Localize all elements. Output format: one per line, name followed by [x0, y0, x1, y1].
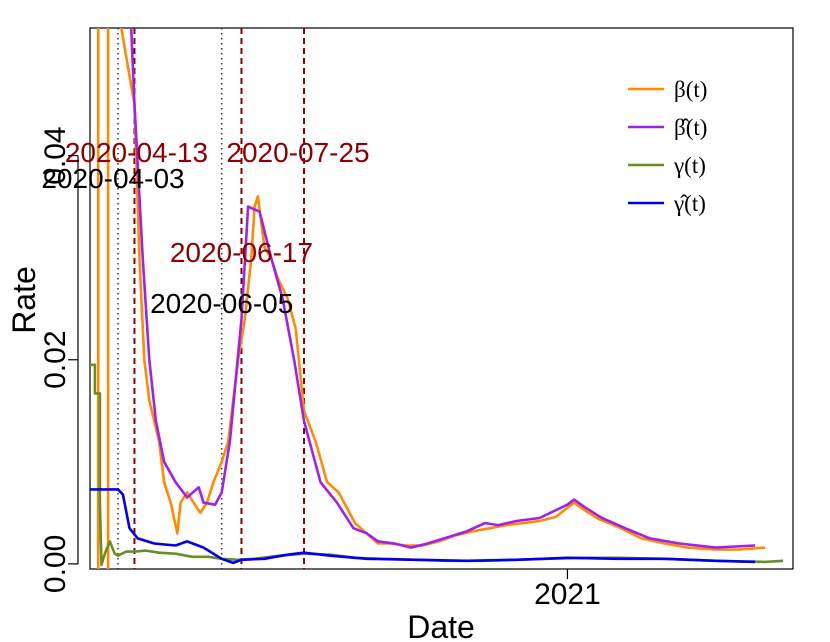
series-line-4 — [90, 488, 756, 565]
reference-label-2020-06-17: 2020-06-17 — [170, 237, 313, 268]
series-lines — [90, 28, 784, 569]
legend-label-1: β(t) — [674, 77, 707, 102]
y-axis-label: Rate — [6, 266, 42, 334]
y-tick-label-0-00: 0.00 — [39, 535, 72, 593]
axes: 0.00 0.02 0.04 2021 — [39, 126, 601, 611]
reference-label-2020-06-05: 2020-06-05 — [150, 288, 293, 319]
reference-label-2020-07-25: 2020-07-25 — [226, 137, 369, 168]
legend-label-3: γ(t) — [673, 153, 706, 178]
series-line-2 — [129, 28, 756, 549]
x-axis-label: Date — [407, 609, 475, 642]
reference-label-2020-04-03: 2020-04-03 — [41, 163, 184, 194]
reference-label-2020-04-13: 2020-04-13 — [65, 137, 208, 168]
series-line-1 — [96, 28, 766, 569]
y-tick-label-0-02: 0.02 — [39, 331, 72, 389]
legend: β(t) β̂(t) γ(t) γ̂(t) — [628, 77, 707, 216]
legend-label-2: β̂(t) — [674, 115, 707, 140]
x-tick-label-2021: 2021 — [534, 578, 601, 611]
series-line-3 — [90, 363, 784, 567]
legend-label-4: γ̂(t) — [673, 191, 706, 216]
plot-area — [89, 27, 794, 570]
y-tick-label-0-04: 0.04 — [39, 126, 72, 184]
